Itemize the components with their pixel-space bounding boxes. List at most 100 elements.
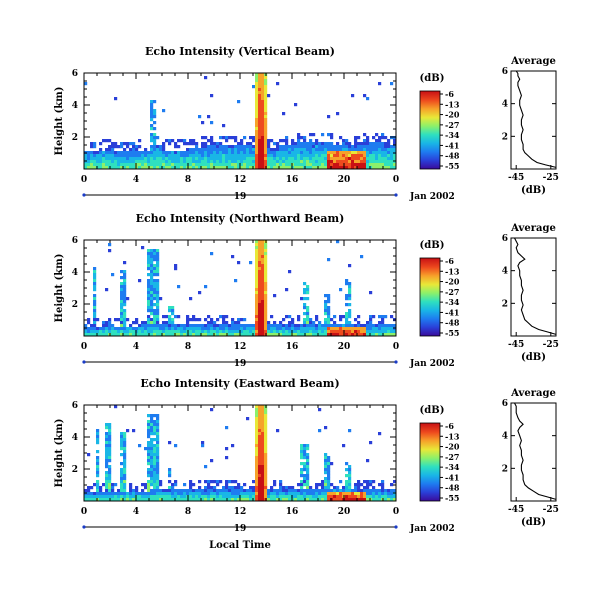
heatmap-cell [264,306,268,310]
heatmap-cell [378,315,382,319]
heatmap-cell [282,148,286,152]
heatmap-cell [147,300,151,304]
heatmap-cell [285,333,289,337]
heatmap-cell [255,243,259,247]
heatmap-cell [102,160,106,164]
heatmap-cell [372,151,376,155]
heatmap-cell [225,136,229,140]
heatmap-cell [222,327,226,331]
heatmap-cell [207,498,211,502]
heatmap-cell [321,333,325,337]
heatmap-cell [93,154,97,158]
heatmap-cell [96,318,100,322]
heatmap-cell [153,498,157,502]
heatmap-cell [246,145,250,149]
heatmap-cell [243,136,247,140]
heatmap-cell [270,498,274,502]
heatmap-cell [384,157,388,161]
heatmap-cell [309,157,313,161]
heatmap-cell [126,327,130,331]
heatmap-cell [324,492,328,496]
heatmap-cell [231,255,235,259]
heatmap-cell [288,163,292,167]
heatmap-cell [264,100,268,104]
heatmap-cell [150,148,154,152]
heatmap-cell [270,315,274,319]
heatmap-cell [189,492,193,496]
heatmap-cell [348,477,352,481]
heatmap-cell [387,495,391,499]
heatmap-cell [207,321,211,325]
heatmap-cell [264,324,268,328]
heatmap-cell [156,291,160,295]
heatmap-cell [381,133,385,137]
heatmap-cell [153,255,157,259]
heatmap-cell [378,330,382,334]
heatmap-cell [150,288,154,292]
heatmap-cell [300,453,304,457]
heatmap-cell [222,151,226,155]
heatmap-cell [147,474,151,478]
heatmap-cell [252,492,256,496]
heatmap-cell [294,142,298,146]
heatmap-cell [342,492,346,496]
heatmap-cell [255,246,259,250]
heatmap-cell [336,330,340,334]
heatmap-cell [363,324,367,328]
heatmap-cell [321,483,325,487]
heatmap-cell [264,309,268,313]
colorbar [419,90,441,170]
heatmap-cell [366,139,370,143]
heatmap-cell [231,157,235,161]
heatmap-cell [249,489,253,493]
heatmap-cell [300,468,304,472]
heatmap-cell [135,321,139,325]
heatmap-cell [177,333,181,337]
heatmap-cell [249,486,253,490]
heatmap-cell [258,106,262,110]
heatmap-cell [174,142,178,146]
heatmap-cell [216,318,220,322]
heatmap-cell [123,288,127,292]
heatmap-cell [141,333,145,337]
heatmap-cell [153,489,157,493]
heatmap-cell [330,142,334,146]
heatmap-cell [123,480,127,484]
heatmap-cell [336,489,340,493]
day-label: 19 [234,524,247,534]
heatmap-cell [207,333,211,337]
heatmap-cell [141,324,145,328]
heatmap-cell [261,73,265,77]
y-tick-label: 2 [72,465,78,475]
heatmap-cell [357,148,361,152]
heatmap-cell [147,297,151,301]
heatmap-cell [348,160,352,164]
heatmap-cell [324,294,328,298]
heatmap-cell [333,498,337,502]
heatmap-cell [300,450,304,454]
heatmap-cell [324,498,328,502]
heatmap-cell [102,324,106,328]
heatmap-cell [84,492,88,496]
heatmap-cell [108,495,112,499]
heatmap-cell [126,492,130,496]
heatmap-cell [222,495,226,499]
heatmap-cell [153,426,157,430]
heatmap-cell [165,315,169,319]
colorbar-tick-label: -27 [445,287,459,297]
heatmap-cell [183,495,187,499]
heatmap-cell [309,492,313,496]
heatmap-cell [264,112,268,116]
x-tick-label: 16 [286,507,299,517]
heatmap-cell [228,136,232,140]
heatmap-cell [303,450,307,454]
heatmap-cell [240,327,244,331]
heatmap-cell [279,324,283,328]
heatmap-cell [219,154,223,158]
heatmap-cell [354,489,358,493]
heatmap-cell [147,154,151,158]
heatmap-cell [120,468,124,472]
heatmap-cell [303,303,307,307]
heatmap-cell [129,148,133,152]
heatmap-cell [258,91,262,95]
